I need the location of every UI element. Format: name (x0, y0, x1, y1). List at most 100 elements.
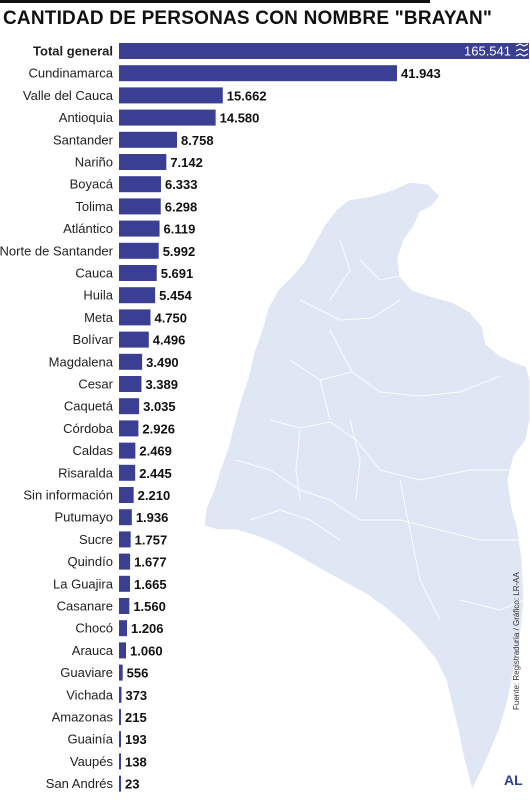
bar (119, 487, 134, 503)
bar (119, 420, 139, 437)
category-label: Arauca (72, 643, 114, 658)
bar (119, 442, 136, 459)
category-label: Sin información (23, 488, 113, 503)
category-label: Magdalena (49, 354, 114, 369)
bar (119, 686, 122, 703)
publisher-logo: AL (504, 772, 523, 788)
value-label: 6.119 (164, 222, 196, 237)
category-label: Córdoba (63, 421, 114, 436)
category-label: Total general (33, 44, 113, 59)
value-label: 1.757 (135, 532, 168, 547)
bar (119, 287, 156, 304)
category-label: San Andrés (46, 776, 114, 791)
category-label: Amazonas (52, 710, 114, 725)
bar (119, 309, 151, 326)
value-label: 1.060 (130, 643, 163, 658)
bar (119, 265, 157, 281)
bars-group: Total general 165.541 Cundinamarca 41.943 Va… (0, 43, 529, 792)
category-label: Caquetá (64, 399, 114, 414)
bar (119, 176, 161, 193)
value-label: 1.206 (131, 621, 164, 636)
category-label: Meta (84, 310, 114, 325)
bar (119, 575, 131, 592)
bar (119, 353, 143, 370)
bar (119, 154, 167, 170)
bar (119, 331, 149, 348)
value-label: 5.454 (159, 288, 192, 303)
value-label: 373 (125, 688, 147, 703)
value-label: 215 (125, 710, 147, 725)
bar (119, 464, 136, 481)
category-label: Boyacá (70, 177, 114, 192)
category-label: Quindío (67, 554, 113, 569)
value-label: 556 (127, 666, 149, 681)
value-label: 8.758 (181, 133, 214, 148)
category-label: Bolívar (73, 332, 114, 347)
bar (119, 87, 223, 104)
category-label: Cesar (78, 377, 113, 392)
value-label: 4.496 (153, 333, 186, 348)
value-label: 3.490 (146, 355, 179, 370)
value-label: 23 (125, 777, 139, 792)
bar (119, 642, 127, 659)
value-label: 4.750 (154, 310, 187, 325)
value-label: 7.142 (170, 155, 203, 170)
value-label: 138 (125, 754, 147, 769)
value-label: 6.298 (165, 199, 198, 214)
value-label: 14.580 (220, 111, 260, 126)
bar (119, 376, 142, 392)
category-label: Valle del Cauca (23, 88, 114, 103)
category-label: Chocó (75, 621, 113, 636)
category-label: Guainía (67, 732, 113, 747)
category-label: Sucre (79, 532, 113, 547)
category-label: Huila (83, 288, 113, 303)
category-label: Cauca (75, 266, 113, 281)
title-rule (0, 0, 430, 3)
bar (119, 753, 121, 770)
value-label: 2.445 (139, 466, 172, 481)
category-label: Casanare (57, 599, 113, 614)
category-label: Atlántico (63, 221, 113, 236)
category-label: La Guajira (53, 576, 114, 591)
category-label: Vichada (66, 687, 114, 702)
value-label: 1.665 (134, 577, 167, 592)
category-label: Risaralda (58, 465, 114, 480)
bar (119, 553, 131, 570)
value-label: 1.677 (134, 555, 167, 570)
category-label: Tolima (75, 199, 113, 214)
value-label: 2.210 (138, 488, 171, 503)
value-label: 15.662 (227, 88, 267, 103)
value-label: 3.389 (145, 377, 178, 392)
bar (119, 664, 123, 681)
category-label: Vaupés (70, 754, 114, 769)
bar (119, 731, 121, 748)
category-label: Nariño (75, 155, 113, 170)
bar (119, 509, 132, 526)
bar (119, 65, 397, 82)
category-label: Cundinamarca (28, 66, 113, 81)
bar (119, 775, 121, 792)
category-label: Caldas (73, 443, 114, 458)
bar (119, 109, 216, 126)
bar (119, 242, 159, 259)
value-label: 3.035 (143, 399, 176, 414)
value-label: 193 (125, 732, 147, 747)
category-label: Guaviare (60, 665, 113, 680)
bar (119, 709, 121, 725)
value-label: 5.992 (163, 244, 196, 259)
value-label: 165.541 (464, 44, 511, 59)
map-mainland-shape (203, 181, 530, 792)
value-label: 41.943 (401, 66, 441, 81)
value-label: 1.936 (136, 510, 169, 525)
category-label: Putumayo (54, 510, 113, 525)
map-department-borders (235, 239, 525, 621)
value-label: 1.560 (133, 599, 166, 614)
axis-break-mark (515, 43, 529, 57)
category-label: Norte de Santander (0, 243, 114, 258)
value-label: 2.469 (139, 444, 172, 459)
category-label: Antioquia (59, 110, 114, 125)
bar (119, 198, 161, 215)
source-note: Fuente: Registraduría / Gráfico: LR-AA (512, 572, 521, 710)
